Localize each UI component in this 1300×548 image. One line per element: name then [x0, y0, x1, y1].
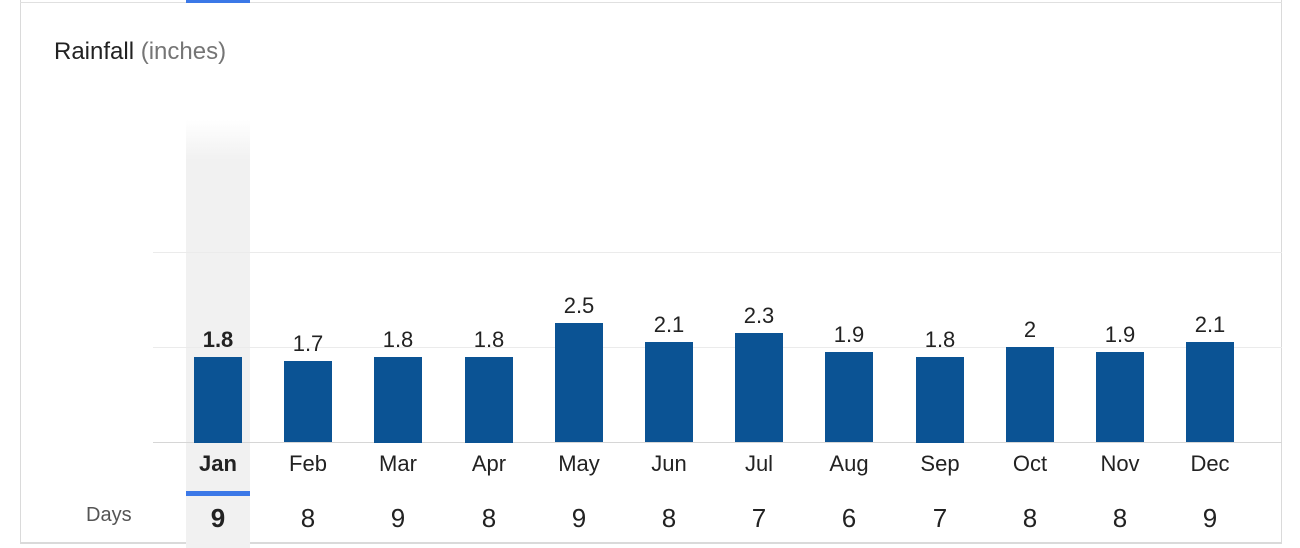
month-label-jan[interactable]: Jan — [199, 451, 237, 476]
days-value: 7 — [751, 503, 767, 533]
days-label: Days — [86, 504, 132, 526]
data-label: 2.1 — [1194, 312, 1226, 337]
gridline — [153, 252, 1282, 253]
month-label-jun[interactable]: Jun — [651, 451, 687, 476]
selected-month-indicator — [186, 491, 250, 496]
month-label-may[interactable]: May — [558, 451, 600, 476]
days-value: 7 — [932, 503, 948, 533]
selected-column-highlight — [186, 120, 250, 548]
days-value: 9 — [390, 503, 406, 533]
tab-indicator — [186, 0, 250, 3]
bar-sep[interactable] — [916, 357, 964, 443]
month-label-nov[interactable]: Nov — [1100, 451, 1140, 476]
data-label: 1.8 — [924, 327, 956, 352]
chart-title-text: Rainfall — [54, 38, 135, 65]
gridline — [153, 347, 1282, 348]
bar-aug[interactable] — [825, 352, 873, 442]
rainfall-panel — [20, 0, 1282, 544]
data-label: 1.7 — [292, 331, 324, 356]
chart-unit: (inches) — [140, 38, 227, 65]
data-label: 1.8 — [473, 327, 505, 352]
days-value: 9 — [1202, 503, 1218, 533]
data-label: 2 — [1023, 317, 1037, 342]
month-label-aug[interactable]: Aug — [829, 451, 869, 476]
month-label-dec[interactable]: Dec — [1190, 451, 1230, 476]
top-divider — [20, 2, 1282, 3]
days-value: 6 — [841, 503, 857, 533]
bar-feb[interactable] — [284, 361, 332, 442]
month-label-sep[interactable]: Sep — [920, 451, 960, 476]
bar-jan[interactable] — [194, 357, 242, 443]
bar-nov[interactable] — [1096, 352, 1144, 442]
days-value: 8 — [1112, 503, 1128, 533]
data-label: 2.1 — [653, 312, 685, 337]
bar-jun[interactable] — [645, 342, 693, 442]
data-label: 1.9 — [833, 322, 865, 347]
bar-jul[interactable] — [735, 333, 783, 442]
bar-mar[interactable] — [374, 357, 422, 443]
days-value: 9 — [571, 503, 587, 533]
chart-title: Rainfall (inches) — [54, 38, 226, 66]
month-label-apr[interactable]: Apr — [471, 451, 507, 476]
data-label: 1.8 — [202, 327, 234, 352]
days-value: 8 — [300, 503, 316, 533]
data-label: 1.9 — [1104, 322, 1136, 347]
bar-dec[interactable] — [1186, 342, 1234, 442]
bar-may[interactable] — [555, 323, 603, 442]
bar-oct[interactable] — [1006, 347, 1054, 442]
month-label-jul[interactable]: Jul — [744, 451, 774, 476]
data-label: 2.3 — [743, 303, 775, 328]
month-label-oct[interactable]: Oct — [1012, 451, 1048, 476]
bar-apr[interactable] — [465, 357, 513, 443]
chart-baseline — [153, 442, 1282, 443]
month-label-feb[interactable]: Feb — [289, 451, 327, 476]
days-value: 8 — [1022, 503, 1038, 533]
data-label: 2.5 — [563, 293, 595, 318]
data-label: 1.8 — [382, 327, 414, 352]
days-value: 8 — [661, 503, 677, 533]
days-value: 8 — [481, 503, 497, 533]
month-label-mar[interactable]: Mar — [379, 451, 417, 476]
days-value: 9 — [210, 503, 226, 533]
